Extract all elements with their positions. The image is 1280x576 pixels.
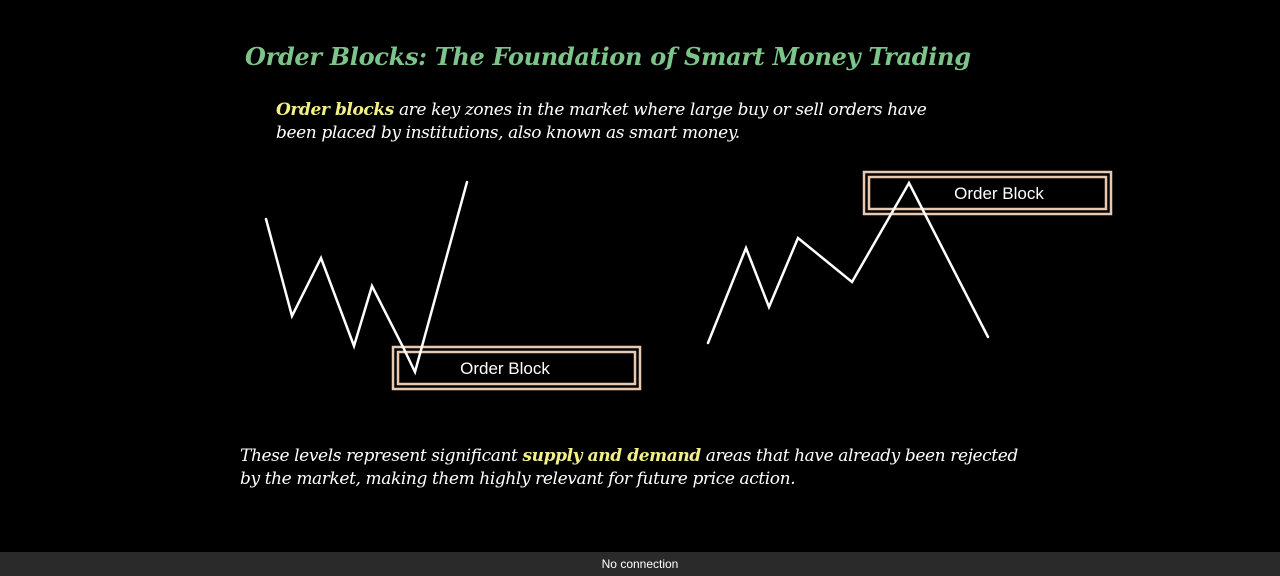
left-order-block-label: Order Block — [460, 359, 550, 378]
right-order-block-outer — [862, 170, 1113, 216]
left-price-path — [264, 180, 469, 376]
outro-highlight: supply and demand — [522, 446, 702, 466]
connection-status: No connection — [601, 557, 679, 571]
outro-text-line2: by the market, making them highly releva… — [240, 469, 796, 489]
intro-text-line1: are key zones in the market where large … — [393, 100, 927, 120]
outro-text-before: These levels represent significant — [240, 446, 523, 466]
intro-highlight: Order blocks — [276, 100, 394, 120]
slide: Order Blocks: The Foundation of Smart Mo… — [240, 42, 1113, 491]
left-order-block-outer — [391, 345, 642, 391]
status-bar: No connection — [0, 552, 1280, 576]
order-block-diagram: Order Block Order Block — [264, 170, 1113, 391]
outro-text-line1: areas that have already been rejected — [700, 446, 1018, 466]
right-order-block-inner — [867, 175, 1108, 211]
right-order-block-label: Order Block — [954, 184, 1044, 203]
bullish-order-block-group: Order Block — [264, 180, 642, 391]
intro-text-line2: been placed by institutions, also known … — [276, 123, 740, 143]
left-order-block-inner — [396, 350, 637, 386]
bearish-order-block-group: Order Block — [706, 170, 1113, 345]
intro-paragraph: Order blocks are key zones in the market… — [276, 99, 996, 145]
outro-paragraph: These levels represent significant suppl… — [240, 445, 1080, 491]
right-price-path — [706, 180, 990, 345]
slide-title: Order Blocks: The Foundation of Smart Mo… — [245, 42, 971, 71]
